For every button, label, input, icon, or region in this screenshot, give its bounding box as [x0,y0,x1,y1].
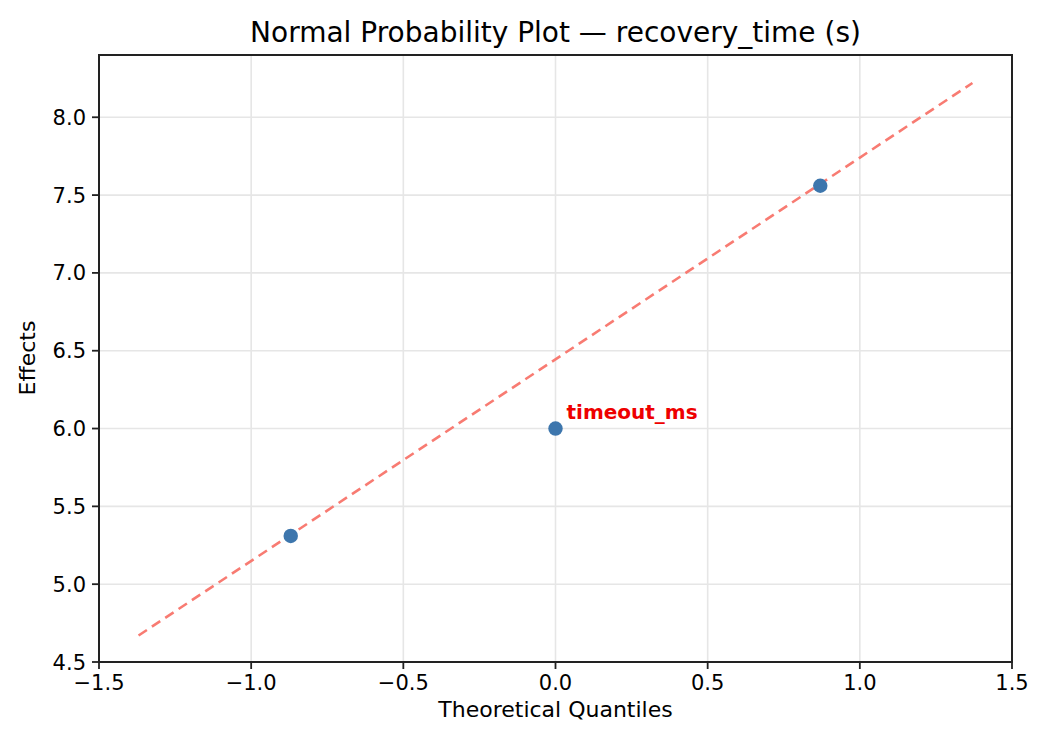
x-axis-label: Theoretical Quantiles [99,697,1012,722]
y-tick-label: 5.0 [53,573,86,597]
y-tick-label: 6.5 [53,339,86,363]
x-tick-label: −1.0 [226,671,277,695]
y-tick-label: 7.0 [53,261,86,285]
x-tick-label: 0.0 [539,671,572,695]
y-tick-label: 5.5 [53,495,86,519]
plot-area: timeout_ms −1.5 −1.0 −0.5 0.0 0.5 1.0 1.5 4.5 5.0… [0,0,1050,750]
x-tick-label: −0.5 [378,671,429,695]
figure: Normal Probability Plot — recovery_time … [0,0,1050,750]
x-tick-label: −1.5 [74,671,125,695]
y-tick-label: 8.0 [53,106,86,130]
data-point [813,179,827,193]
x-tick-label: 1.0 [843,671,876,695]
y-tick-label: 6.0 [53,417,86,441]
point-annotation: timeout_ms [567,400,698,424]
x-tick-label: 1.5 [995,671,1028,695]
data-point [548,421,562,435]
x-tick-label: 0.5 [691,671,724,695]
data-point [284,529,298,543]
y-tick-label: 7.5 [53,184,86,208]
y-tick-label: 4.5 [53,651,86,675]
